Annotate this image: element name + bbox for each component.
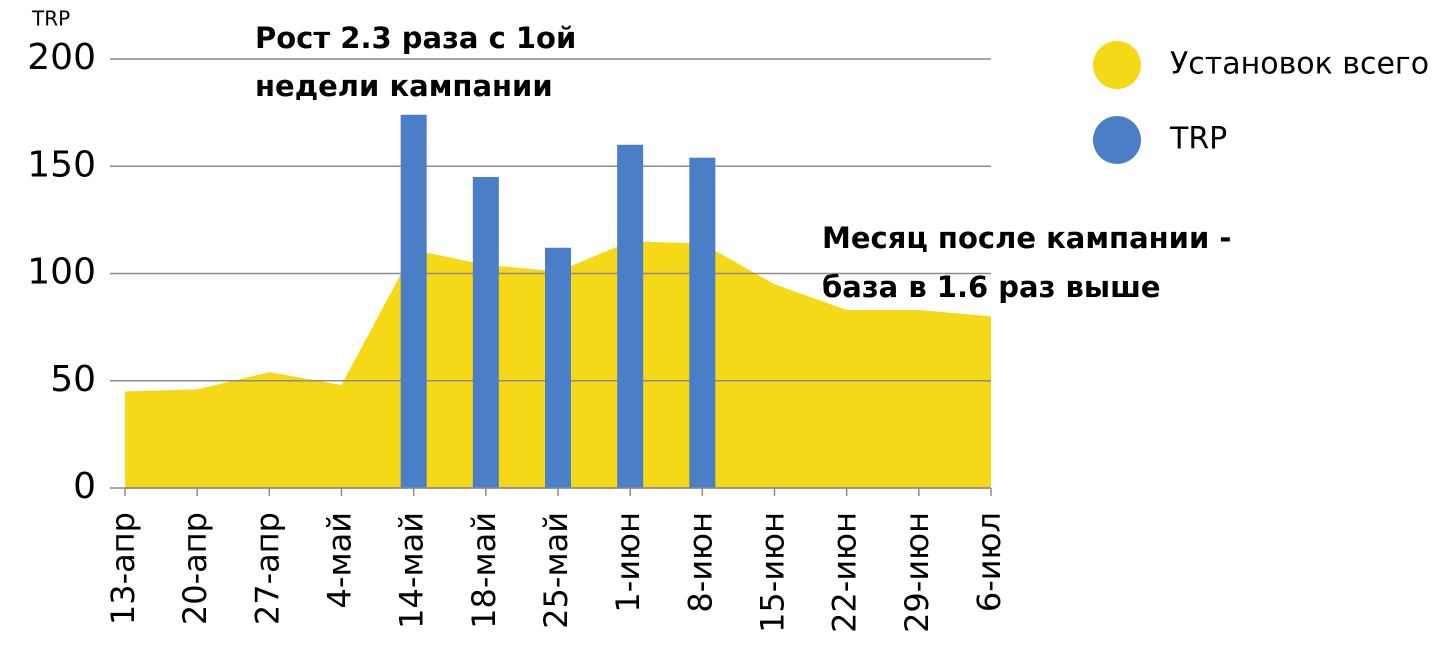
legend-marker	[1093, 116, 1141, 164]
x-tick-label: 20-апр	[176, 512, 214, 625]
y-tick-label: 100	[27, 252, 96, 293]
y-tick-label: 50	[50, 359, 96, 400]
x-tick-label: 8-июн	[681, 512, 719, 613]
bar	[545, 247, 571, 488]
x-tick-label: 6-июл	[970, 512, 1008, 612]
legend-label: Установок всего	[1170, 47, 1429, 82]
y-tick-label: 150	[27, 144, 96, 185]
y-tick-label: 0	[73, 466, 96, 507]
x-tick-label: 29-июн	[898, 512, 936, 633]
bar	[689, 157, 716, 489]
x-tick-label: 27-апр	[248, 512, 286, 625]
annotation: база в 1.6 раз выше	[822, 270, 1161, 304]
x-tick-label: 15-июн	[754, 512, 792, 633]
x-tick-label: 4-май	[321, 512, 359, 608]
legend-label: TRP	[1169, 122, 1227, 157]
x-tick-label: 14-май	[393, 512, 431, 629]
x-tick-label: 13-апр	[104, 512, 142, 625]
legend-marker	[1093, 41, 1141, 89]
annotation: Месяц после кампании -	[822, 221, 1231, 255]
x-tick-label: 1-июн	[609, 512, 647, 613]
x-tick-label: 18-май	[465, 512, 503, 629]
bar	[617, 144, 644, 489]
bar	[400, 114, 427, 489]
annotation: Рост 2.3 раза с 1ой	[255, 21, 576, 55]
x-tick-label: 25-май	[537, 512, 575, 629]
y-tick-label: 200	[27, 37, 96, 78]
y-axis-label: TRP	[31, 7, 70, 31]
x-tick-label: 22-июн	[826, 512, 864, 633]
annotation: недели кампании	[255, 69, 553, 103]
bar	[472, 176, 499, 488]
